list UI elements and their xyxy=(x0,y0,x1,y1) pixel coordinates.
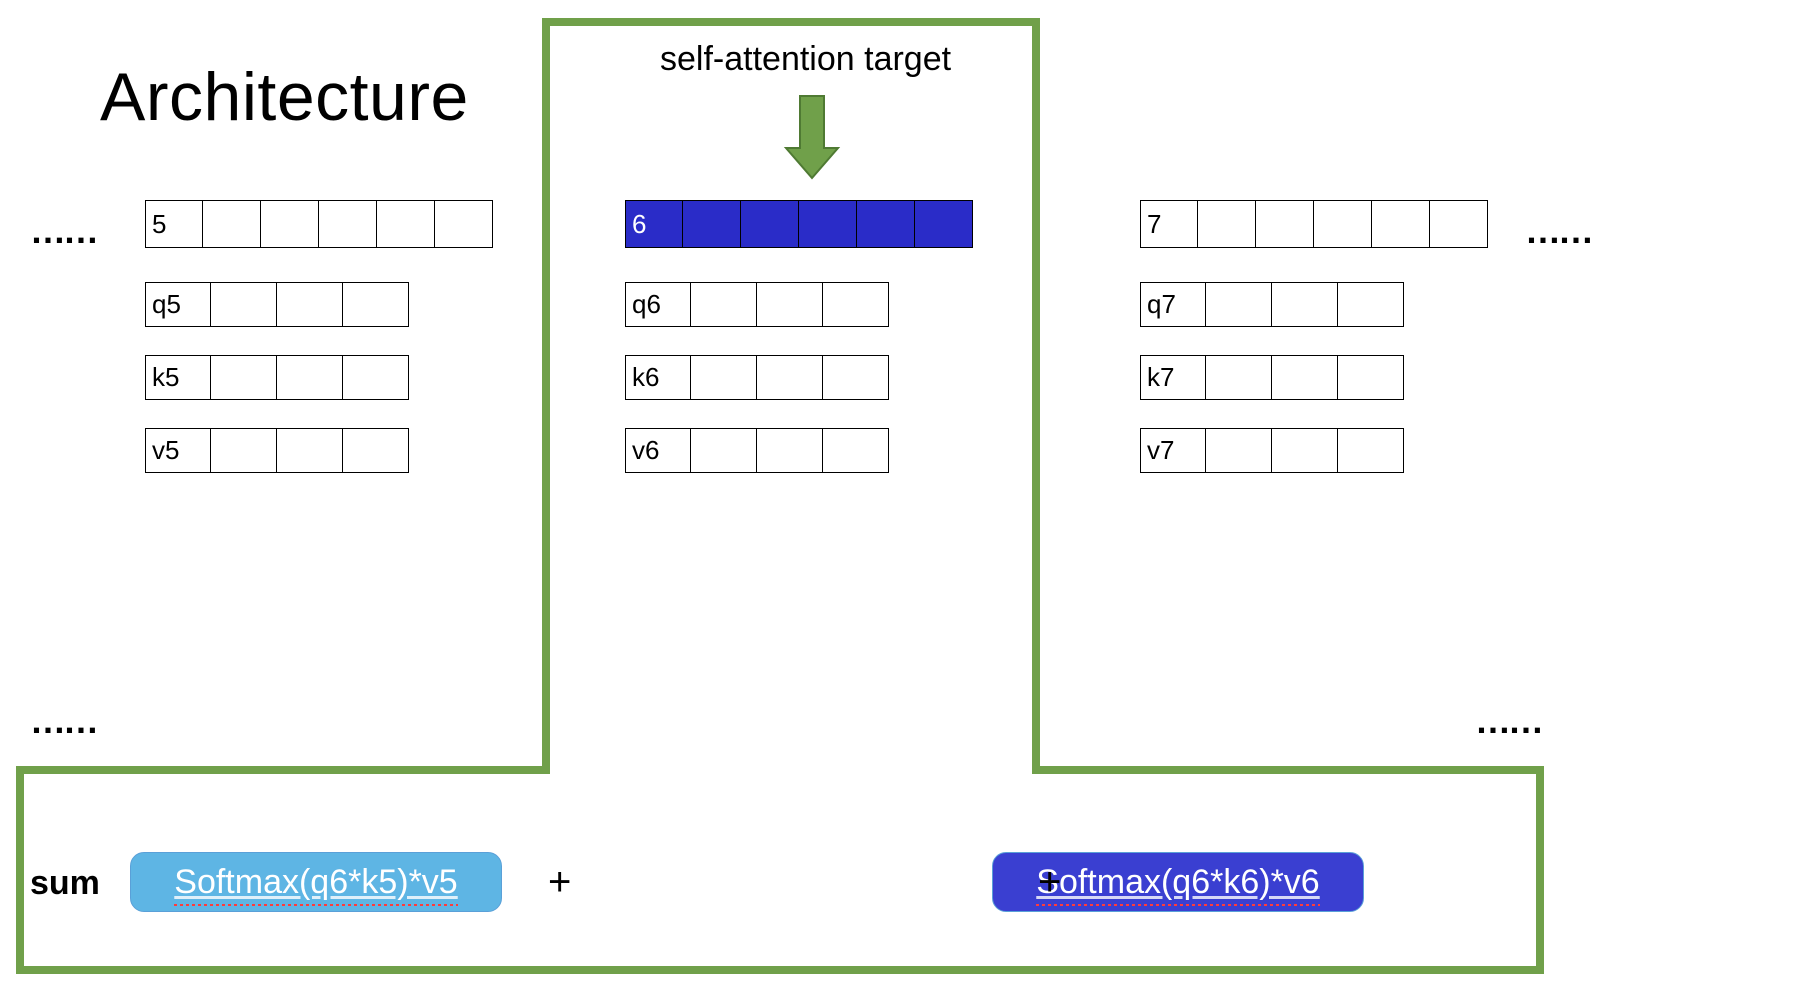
qkv-cell xyxy=(211,428,277,473)
vector-cell xyxy=(799,200,857,248)
sum-label: sum xyxy=(30,864,100,903)
ellipsis-top-right: …… xyxy=(1525,210,1591,252)
vector-cell: 6 xyxy=(625,200,683,248)
plus-sign: + xyxy=(1038,860,1061,905)
qkv-cell: v6 xyxy=(625,428,691,473)
qkv-cell xyxy=(277,428,343,473)
qkv-cell: q5 xyxy=(145,282,211,327)
qkv-cell xyxy=(343,282,409,327)
vector-cell xyxy=(203,200,261,248)
qkv-cell xyxy=(691,355,757,400)
qkv-cell xyxy=(1206,428,1272,473)
v5-row: v5 xyxy=(145,428,409,473)
qkv-cell xyxy=(211,282,277,327)
plus-sign: + xyxy=(548,860,571,905)
vector-cell: 7 xyxy=(1140,200,1198,248)
qkv-cell xyxy=(211,355,277,400)
qkv-cell xyxy=(823,355,889,400)
vector-cell xyxy=(1372,200,1430,248)
qkv-cell: v5 xyxy=(145,428,211,473)
qkv-cell: k6 xyxy=(625,355,691,400)
k6-row: k6 xyxy=(625,355,889,400)
softmax-pill-1: Softmax(q6*k5)*v5 xyxy=(130,852,502,912)
ellipsis-mid-right: …… xyxy=(1475,700,1541,742)
v6-row: v6 xyxy=(625,428,889,473)
vector-row-7: 7 xyxy=(1140,200,1488,248)
qkv-cell xyxy=(757,428,823,473)
qkv-cell xyxy=(1338,355,1404,400)
qkv-cell xyxy=(1272,428,1338,473)
vector-cell: 5 xyxy=(145,200,203,248)
q5-row: q5 xyxy=(145,282,409,327)
qkv-cell xyxy=(277,355,343,400)
vector-cell xyxy=(857,200,915,248)
k5-row: k5 xyxy=(145,355,409,400)
qkv-cell xyxy=(1272,355,1338,400)
vector-row-6: 6 xyxy=(625,200,973,248)
vector-cell xyxy=(1430,200,1488,248)
attention-target-label: self-attention target xyxy=(660,40,951,79)
vector-cell xyxy=(683,200,741,248)
vector-cell xyxy=(1256,200,1314,248)
softmax-pill-text: Softmax(q6*k5)*v5 xyxy=(174,863,457,902)
qkv-cell xyxy=(823,282,889,327)
vector-cell xyxy=(435,200,493,248)
qkv-cell xyxy=(691,282,757,327)
qkv-cell xyxy=(277,282,343,327)
k7-row: k7 xyxy=(1140,355,1404,400)
qkv-cell xyxy=(343,355,409,400)
q7-row: q7 xyxy=(1140,282,1404,327)
qkv-cell xyxy=(757,355,823,400)
v7-row: v7 xyxy=(1140,428,1404,473)
qkv-cell xyxy=(1338,282,1404,327)
green-frame-svg xyxy=(0,0,1802,996)
vector-cell xyxy=(915,200,973,248)
qkv-cell xyxy=(1206,282,1272,327)
qkv-cell: k7 xyxy=(1140,355,1206,400)
qkv-cell xyxy=(1338,428,1404,473)
qkv-cell xyxy=(757,282,823,327)
vector-cell xyxy=(261,200,319,248)
qkv-cell: v7 xyxy=(1140,428,1206,473)
qkv-cell: q6 xyxy=(625,282,691,327)
qkv-cell xyxy=(823,428,889,473)
qkv-cell: q7 xyxy=(1140,282,1206,327)
qkv-cell xyxy=(691,428,757,473)
ellipsis-mid-left: …… xyxy=(30,700,96,742)
ellipsis-top-left: …… xyxy=(30,210,96,252)
q6-row: q6 xyxy=(625,282,889,327)
vector-cell xyxy=(1198,200,1256,248)
vector-cell xyxy=(1314,200,1372,248)
vector-cell xyxy=(741,200,799,248)
qkv-cell: k5 xyxy=(145,355,211,400)
qkv-cell xyxy=(343,428,409,473)
vector-cell xyxy=(319,200,377,248)
vector-cell xyxy=(377,200,435,248)
softmax-pill-text: Softmax(q6*k6)*v6 xyxy=(1036,863,1319,902)
qkv-cell xyxy=(1272,282,1338,327)
vector-row-5: 5 xyxy=(145,200,493,248)
qkv-cell xyxy=(1206,355,1272,400)
page-title: Architecture xyxy=(100,58,469,136)
